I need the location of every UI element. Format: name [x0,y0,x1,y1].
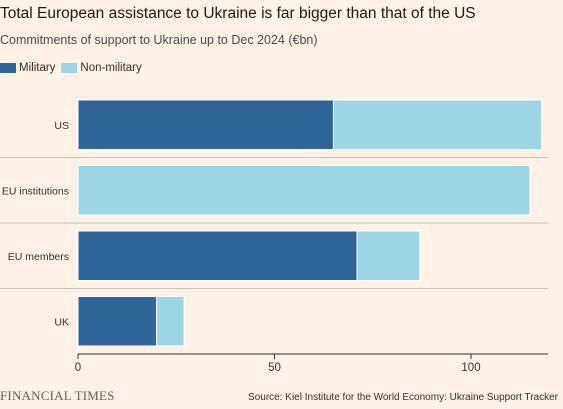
x-tick-label: 0 [75,362,81,374]
legend-swatch-non-military [61,63,78,73]
chart-title: Total European assistance to Ukraine is … [0,5,476,22]
legend-item-non-military: Non-military [61,62,142,74]
bar-non-military-eu-institutions [77,165,531,216]
x-tick-label: 50 [268,362,281,374]
chart-subtitle: Commitments of support to Ukraine up to … [0,33,318,47]
category-label: EU members [8,251,69,263]
bar-non-military-uk [156,296,185,347]
bar-military-eu-members [77,230,358,281]
category-label: EU institutions [2,185,69,197]
bar-non-military-eu-members [356,230,421,281]
legend: Military Non-military [0,61,148,75]
bar-non-military-us [332,99,543,150]
category-label: UK [54,316,69,328]
legend-label-non-military: Non-military [80,62,142,74]
legend-swatch-military [0,63,16,73]
ft-logo: FINANCIAL TIMES [0,388,115,403]
category-label: US [54,120,69,132]
bar-military-us [77,99,334,150]
legend-item-military: Military [0,62,55,74]
x-tick-label: 100 [461,362,480,374]
bar-military-uk [77,296,158,347]
source-note: Source: Kiel Institute for the World Eco… [248,392,558,403]
legend-label-military: Military [19,62,56,74]
